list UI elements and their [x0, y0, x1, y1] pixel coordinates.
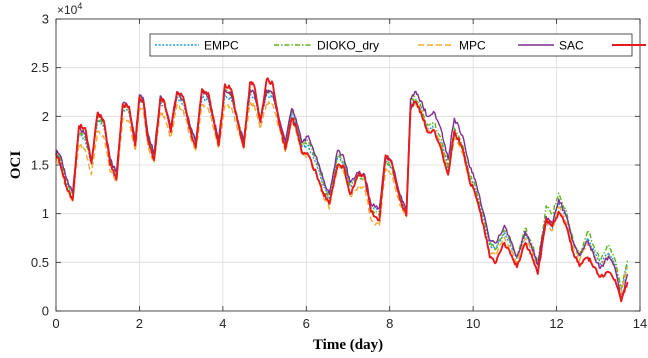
y-tick-label: 0 [42, 304, 49, 319]
series-line-mpc [55, 100, 629, 296]
y-tick-label: 1 [42, 206, 49, 221]
y-tick-label: 1.5 [31, 158, 49, 173]
legend-label: MPC [459, 39, 486, 53]
series-line-dioko [55, 77, 629, 303]
series-layer [55, 77, 629, 303]
x-axis-title: Time (day) [313, 337, 383, 353]
legend-label: SAC [559, 39, 584, 53]
x-tick-label: 12 [549, 316, 563, 331]
y-tick-label: 0.5 [31, 255, 49, 270]
legend-label: EMPC [204, 39, 239, 53]
y-tick-label: 2.5 [31, 60, 49, 75]
legend-label: DIOKO_dry [317, 39, 379, 53]
x-tick-label: 10 [466, 316, 480, 331]
x-tick-label: 4 [219, 316, 226, 331]
y-multiplier-exponent: 4 [77, 1, 82, 11]
y-tick-label: 2 [42, 109, 49, 124]
y-multiplier-base: ×10 [57, 3, 78, 17]
x-tick-label: 0 [52, 316, 59, 331]
y-axis-title: OCI [8, 151, 24, 180]
series-line-dioko-dry [55, 88, 629, 290]
x-tick-label: 14 [633, 316, 647, 331]
axis-ticks: 0 2 4 6 8 10 12 14 0 0.5 1 1.5 2 2.5 3 [31, 12, 647, 332]
y-tick-label: 3 [42, 12, 49, 27]
x-tick-label: 2 [136, 316, 143, 331]
y-multiplier-label: ×104 [57, 1, 82, 17]
x-tick-label: 8 [386, 316, 393, 331]
x-tick-label: 6 [303, 316, 310, 331]
series-line-sac [55, 89, 629, 301]
